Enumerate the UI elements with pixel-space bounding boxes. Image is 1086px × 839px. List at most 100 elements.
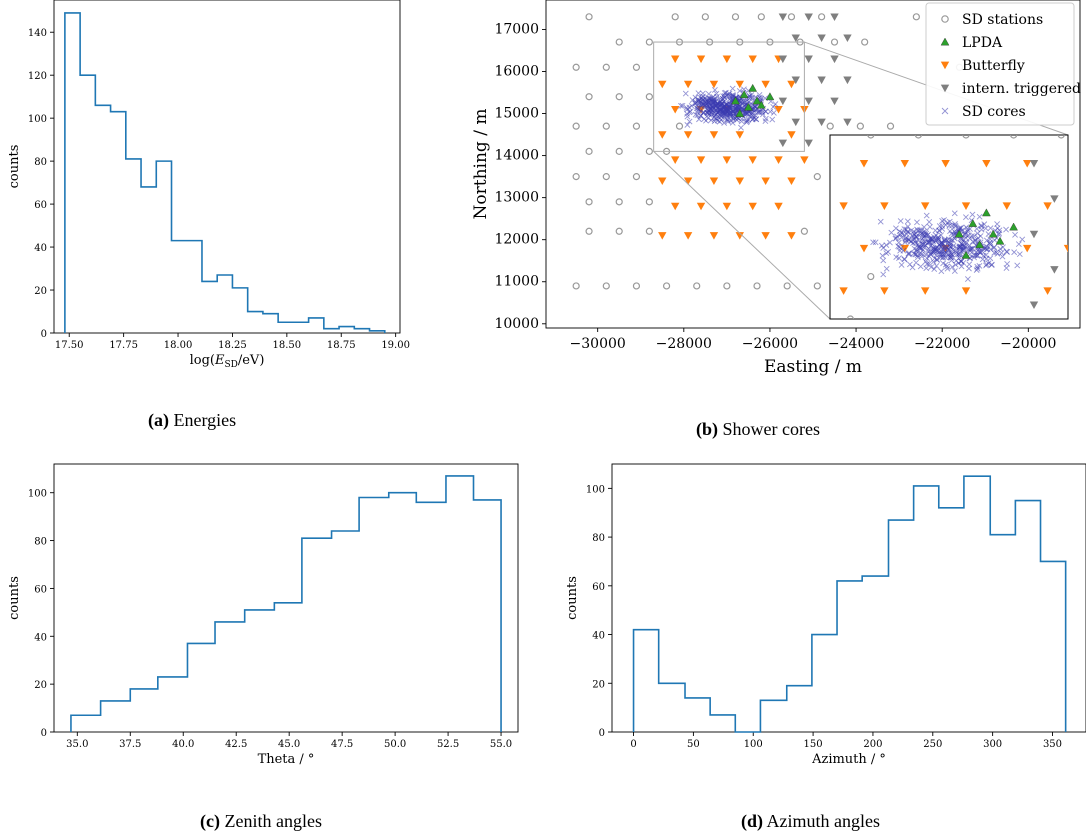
inset-sd-core-marker — [926, 218, 933, 225]
sd-station-marker — [602, 63, 610, 71]
inset-sd-station-marker — [1057, 135, 1065, 139]
inset-sd-core-marker — [880, 271, 887, 278]
butterfly-marker — [696, 156, 706, 164]
zoom-inset-plot — [725, 135, 1079, 456]
sd-core-marker — [716, 114, 723, 121]
a-bin-bar — [354, 329, 369, 333]
inset-sd-station-marker — [752, 174, 758, 180]
d-bin-bar — [939, 508, 964, 732]
inset-sd-core-marker — [877, 218, 884, 225]
inset-sd-station-marker — [820, 450, 826, 456]
inset-sd-core-marker — [915, 241, 922, 247]
d-bin-bar — [964, 476, 990, 732]
inset-sd-core-marker — [914, 226, 920, 233]
inset-sd-core-marker — [918, 227, 925, 234]
inset-butterfly-marker — [880, 287, 889, 295]
sd-station-marker — [813, 282, 821, 290]
inset-sd-core-marker — [1011, 249, 1018, 256]
c-bin-bar — [274, 603, 302, 732]
sd-station-marker — [701, 13, 709, 21]
triggered-marker — [804, 13, 813, 22]
inset-sd-core-marker — [994, 250, 1001, 257]
inset-sd-core-marker — [919, 235, 926, 242]
a-xtick-label: 19.00 — [381, 340, 410, 351]
c-xtick-label: 47.5 — [331, 739, 353, 750]
triggered-marker — [804, 55, 813, 64]
inset-sd-core-marker — [921, 224, 928, 231]
inset-sd-core-marker — [951, 210, 958, 217]
sd-station-marker — [572, 282, 580, 290]
d-xtick-label: 350 — [1043, 739, 1062, 750]
a-xtick-label: 17.50 — [55, 340, 84, 351]
a-bin-bar — [156, 161, 171, 333]
sd-core-marker — [744, 110, 751, 117]
sd-station-marker — [787, 13, 796, 21]
d-bin-bar — [760, 700, 786, 732]
inset-lpda-marker — [954, 229, 964, 238]
inset-sd-station-marker — [725, 450, 731, 456]
caption-b: (b) Shower cores — [696, 419, 820, 439]
a-bin-bar — [293, 322, 308, 333]
sd-station-marker — [615, 93, 623, 101]
inset-sd-core-marker — [903, 226, 910, 233]
triggered-marker — [804, 97, 813, 106]
sd-core-marker — [684, 110, 690, 117]
inset-sd-core-marker — [893, 235, 900, 241]
inset-sd-core-marker — [883, 265, 890, 272]
butterfly-marker — [709, 80, 719, 89]
inset-sd-core-marker — [966, 265, 972, 272]
sd-station-marker — [615, 38, 623, 46]
inset-sd-core-marker — [967, 246, 974, 253]
sd-station-marker — [731, 13, 740, 21]
inset-butterfly-marker — [901, 330, 909, 338]
sd-station-marker — [645, 227, 653, 235]
c-bin-bar — [245, 610, 275, 732]
butterfly-marker — [722, 202, 732, 211]
b-xtick-label: −26000 — [742, 336, 798, 352]
inset-sd-core-marker — [1014, 262, 1021, 269]
c-ytick-label: 80 — [34, 537, 47, 548]
c-ylabel: counts — [7, 576, 22, 620]
inset-sd-core-marker — [887, 239, 893, 246]
sd-core-marker — [705, 91, 712, 97]
inset-butterfly-marker — [921, 287, 930, 295]
inset-sd-core-marker — [971, 254, 978, 261]
sd-core-marker — [743, 119, 750, 126]
a-xlabel: log(ESD/eV) — [190, 353, 265, 370]
a-xtick-label: 18.25 — [218, 340, 247, 351]
sd-core-marker — [770, 109, 777, 116]
inset-sd-core-marker — [987, 225, 994, 232]
inset-sd-station-marker — [773, 401, 779, 407]
butterfly-marker — [735, 177, 744, 186]
d-bin-bar — [837, 581, 862, 732]
inset-sd-core-marker — [981, 221, 988, 228]
inset-sd-core-marker — [949, 264, 956, 270]
inset-sd-station-marker — [800, 274, 806, 280]
sd-station-marker — [856, 122, 864, 130]
inset-sd-core-marker — [967, 247, 974, 254]
a-ytick-label: 20 — [34, 286, 47, 297]
c-bin-bar — [389, 493, 417, 732]
d-xtick-label: 200 — [863, 739, 882, 750]
butterfly-marker — [787, 80, 796, 89]
sd-core-marker — [700, 110, 707, 116]
inset-triggered-marker — [1071, 231, 1079, 239]
sd-station-marker — [912, 13, 920, 21]
sd-core-marker — [701, 115, 708, 122]
inset-sd-core-marker — [903, 231, 910, 238]
sd-core-marker — [762, 118, 769, 125]
inset-triggered-marker — [1029, 159, 1039, 168]
inset-butterfly-marker — [859, 244, 869, 253]
inset-sd-core-marker — [972, 238, 979, 244]
inset-sd-core-marker — [957, 252, 963, 258]
sd-station-marker — [783, 282, 791, 290]
triggered-marker — [817, 34, 826, 43]
inset-sd-core-marker — [893, 254, 900, 261]
c-ytick-label: 20 — [34, 680, 47, 691]
sd-station-marker — [632, 173, 641, 181]
butterfly-marker — [696, 55, 706, 64]
sd-core-marker — [740, 86, 747, 93]
sd-core-marker — [717, 95, 724, 102]
sd-core-marker — [684, 106, 691, 113]
inset-sd-station-marker — [752, 358, 758, 364]
